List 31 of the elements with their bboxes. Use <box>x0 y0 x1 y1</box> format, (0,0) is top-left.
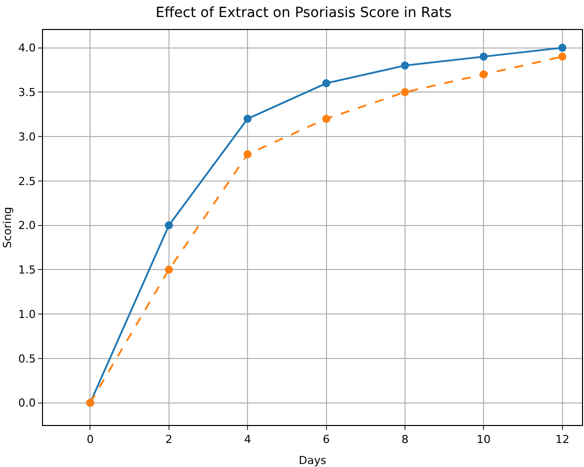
y-tick-label: 2.0 <box>18 219 36 232</box>
y-tick-label: 3.0 <box>18 130 36 144</box>
y-tick-label: 3.5 <box>18 86 36 99</box>
x-tick-label: 4 <box>244 433 252 446</box>
point <box>164 221 173 230</box>
y-tick-label: 2.5 <box>18 174 36 188</box>
point <box>480 70 488 78</box>
x-tick-label: 0 <box>86 433 94 446</box>
x-tick-label: 10 <box>476 433 491 446</box>
y-tick-label: 4.0 <box>18 42 36 55</box>
y-axis-title: Scoring <box>1 206 14 248</box>
point <box>322 79 330 88</box>
y-tick-label: 1.5 <box>18 264 36 277</box>
y-tick-label: 1.0 <box>18 308 36 321</box>
x-tick-label: 12 <box>555 433 570 446</box>
point <box>244 114 252 123</box>
chart-title: Effect of Extract on Psoriasis Score in Rats <box>156 4 452 21</box>
point <box>322 114 330 123</box>
point <box>558 44 566 52</box>
point <box>164 266 173 274</box>
point <box>244 150 252 158</box>
point <box>400 62 409 70</box>
x-tick-label: 8 <box>401 433 408 446</box>
x-tick-label: 2 <box>165 433 172 446</box>
x-axis-title: Days <box>298 454 326 467</box>
point <box>480 52 488 61</box>
x-tick-label: 6 <box>322 433 330 446</box>
point <box>400 88 409 96</box>
y-tick-label: 0.5 <box>18 352 36 366</box>
point <box>558 52 566 61</box>
y-tick-label: 0.0 <box>18 396 36 410</box>
